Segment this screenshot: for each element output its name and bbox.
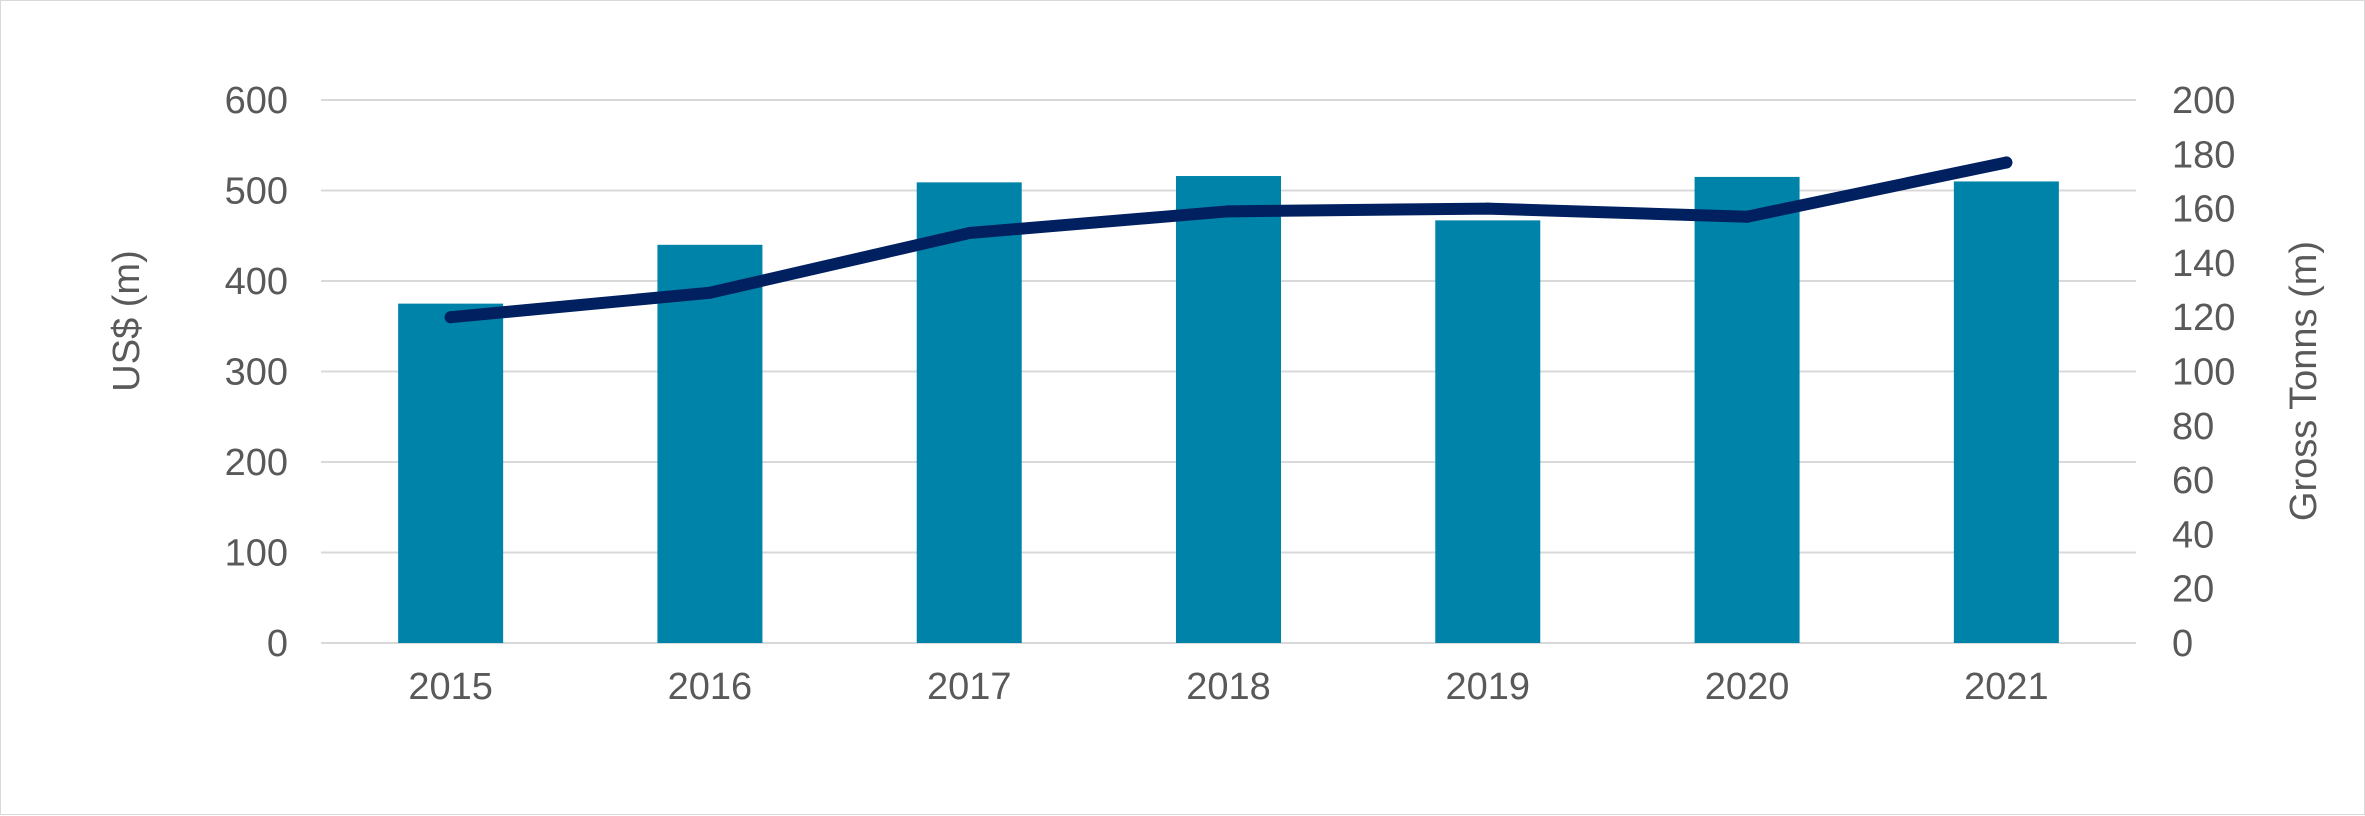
right-tick-label: 0 bbox=[2172, 623, 2193, 665]
left-tick-label: 100 bbox=[225, 533, 288, 575]
right-tick-label: 140 bbox=[2172, 243, 2235, 285]
bar-series bbox=[398, 176, 2059, 644]
line-point-2018 bbox=[1222, 205, 1235, 218]
left-tick-label: 600 bbox=[225, 80, 288, 122]
line-point-2020 bbox=[1741, 210, 1754, 223]
bar-2019 bbox=[1435, 220, 1541, 644]
line-point-2017 bbox=[963, 227, 976, 240]
right-tick-label: 40 bbox=[2172, 514, 2214, 556]
left-tick-label: 0 bbox=[267, 623, 288, 665]
right-tick-label: 160 bbox=[2172, 189, 2235, 231]
x-tick-label-2020: 2020 bbox=[1705, 666, 1790, 708]
left-tick-label: 200 bbox=[225, 442, 288, 484]
bar-2018 bbox=[1176, 176, 1281, 643]
right-tick-label: 100 bbox=[2172, 352, 2235, 394]
x-tick-label-2017: 2017 bbox=[927, 666, 1012, 708]
left-axis-title: US$ (m) bbox=[106, 250, 148, 391]
right-tick-label: 20 bbox=[2172, 569, 2214, 611]
left-tick-label: 300 bbox=[225, 352, 288, 394]
right-axis-title: Gross Tonns (m) bbox=[2283, 241, 2325, 521]
right-tick-label: 60 bbox=[2172, 460, 2214, 502]
right-tick-label: 120 bbox=[2172, 297, 2235, 339]
bar-2016 bbox=[657, 244, 763, 644]
x-tick-label-2015: 2015 bbox=[408, 666, 493, 708]
x-tick-label-2018: 2018 bbox=[1186, 666, 1271, 708]
bar-2021 bbox=[1953, 181, 2059, 643]
right-tick-label: 200 bbox=[2172, 80, 2235, 122]
left-tick-label: 400 bbox=[225, 261, 288, 303]
right-axis: 0 20 40 60 80 100 120 140 160 180 200 bbox=[2172, 80, 2235, 665]
right-tick-label: 180 bbox=[2172, 134, 2235, 176]
line-point-2016 bbox=[703, 286, 716, 299]
bar-2020 bbox=[1694, 176, 1800, 644]
bar-2015 bbox=[398, 303, 504, 643]
line-point-2015 bbox=[444, 311, 457, 324]
x-tick-label-2021: 2021 bbox=[1964, 666, 2049, 708]
x-tick-label-2019: 2019 bbox=[1446, 666, 1531, 708]
left-axis: 0 100 200 300 400 500 600 bbox=[225, 80, 288, 665]
x-axis: 2015 2016 2017 2018 2019 2020 2021 bbox=[408, 666, 2048, 708]
bar-2017 bbox=[916, 182, 1022, 644]
x-tick-label-2016: 2016 bbox=[668, 666, 753, 708]
line-point-2021 bbox=[2000, 156, 2013, 169]
left-tick-label: 500 bbox=[225, 171, 288, 213]
line-series bbox=[444, 156, 2013, 324]
line-point-2019 bbox=[1481, 202, 1494, 215]
right-tick-label: 80 bbox=[2172, 406, 2214, 448]
